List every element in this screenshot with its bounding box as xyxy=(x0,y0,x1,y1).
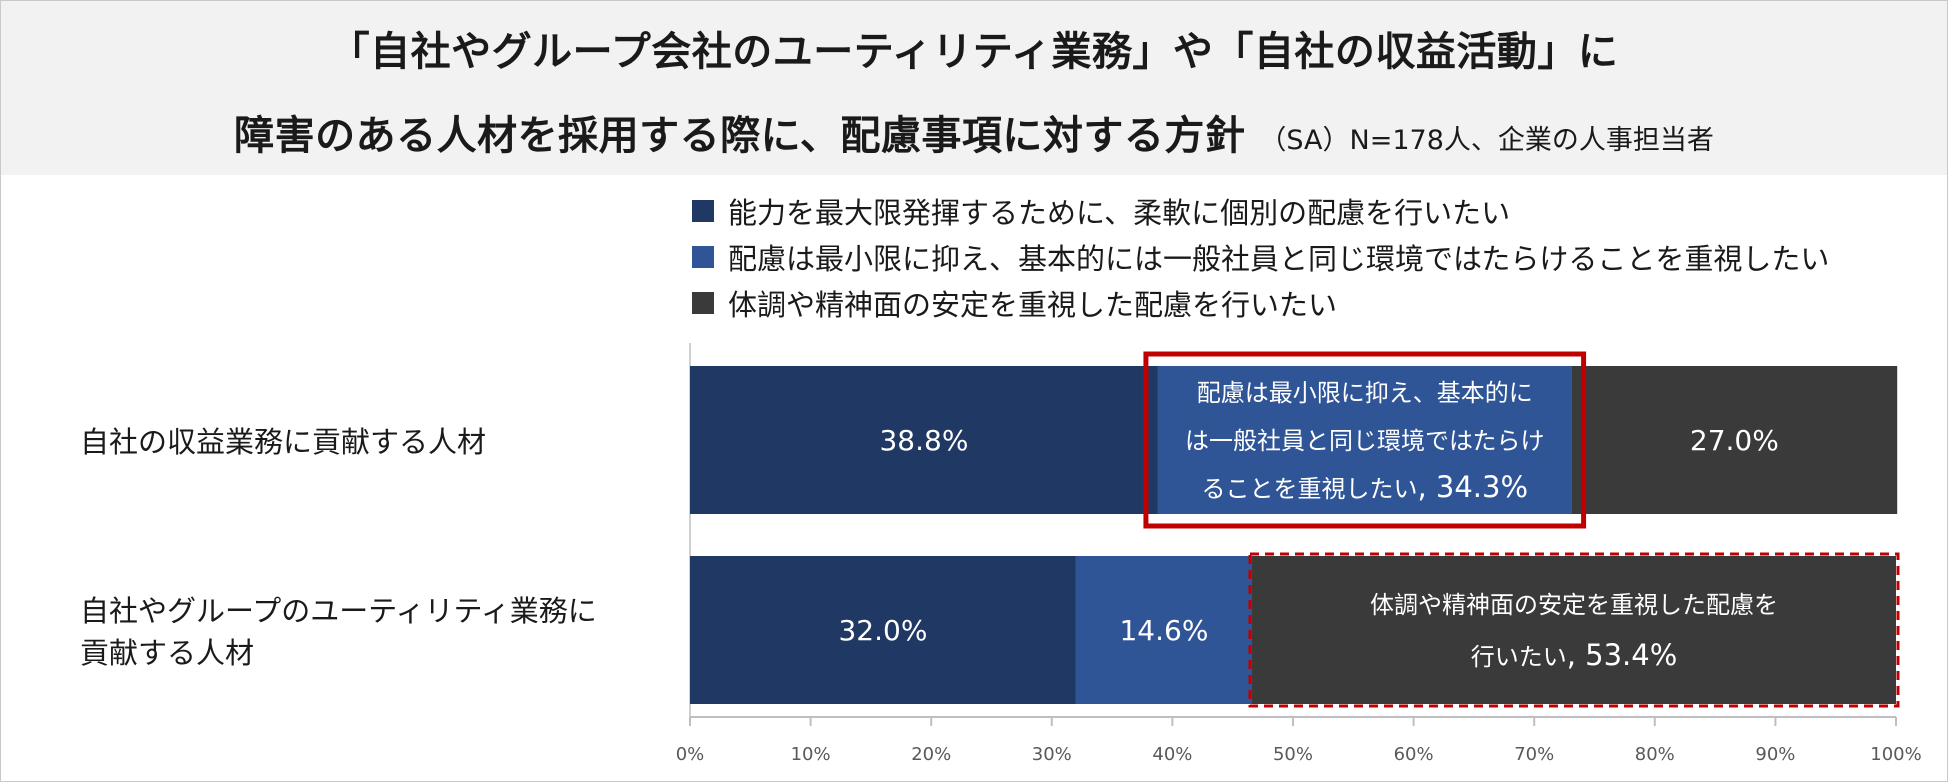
legend: 能力を最大限発揮するために、柔軟に個別の配慮を行いたい 配慮は最小限に抑え、基本… xyxy=(692,188,1829,326)
legend-item-minimal: 配慮は最小限に抑え、基本的には一般社員と同じ環境ではたらけることを重視したい xyxy=(692,234,1829,280)
legend-label-minimal: 配慮は最小限に抑え、基本的には一般社員と同じ環境ではたらけることを重視したい xyxy=(728,242,1830,276)
category-label-utility: 自社やグループのユーティリティ業務に 貢献する人材 xyxy=(80,590,597,674)
bar-segment xyxy=(690,556,1076,704)
x-tick-label: 70% xyxy=(1514,744,1554,765)
callout-text: 体調や精神面の安定を重視した配慮を xyxy=(1370,591,1778,619)
category-label-line: 貢献する人材 xyxy=(80,636,255,670)
legend-swatch-minimal xyxy=(692,246,714,268)
category-label-line: 自社の収益業務に貢献する人材 xyxy=(80,425,487,459)
callout-text: 配慮は最小限に抑え、基本的に xyxy=(1197,379,1533,407)
category-label-line: 自社やグループのユーティリティ業務に xyxy=(80,594,597,628)
x-tick-label: 20% xyxy=(911,744,951,765)
category-label-revenue: 自社の収益業務に貢献する人材 xyxy=(80,421,486,463)
x-tick-label: 30% xyxy=(1032,744,1072,765)
bar-segment xyxy=(1075,556,1252,704)
data-label: 32.0% xyxy=(838,614,927,647)
callout-highlight-box-dashed xyxy=(1248,552,1900,708)
x-tick-label: 10% xyxy=(791,744,831,765)
bar-segment xyxy=(1157,366,1572,514)
data-label: 14.6% xyxy=(1119,614,1208,647)
callout-text: 行いたい, 53.4% xyxy=(1471,638,1678,672)
callout-highlight-box xyxy=(1143,351,1587,529)
chart-title-line1: 「自社やグループ会社のユーティリティ業務」や「自社の収益活動」に xyxy=(329,29,1619,75)
x-tick-label: 90% xyxy=(1755,744,1795,765)
bar-segment xyxy=(1571,366,1898,514)
callout-text: ることを重視したい, 34.3% xyxy=(1201,470,1528,504)
x-tick-label: 80% xyxy=(1635,744,1675,765)
legend-item-stability: 体調や精神面の安定を重視した配慮を行いたい xyxy=(692,280,1829,326)
legend-label-flexible: 能力を最大限発揮するために、柔軟に個別の配慮を行いたい xyxy=(728,196,1511,230)
title-band: 「自社やグループ会社のユーティリティ業務」や「自社の収益活動」に 障害のある人材… xyxy=(1,1,1947,175)
chart-title-main: 障害のある人材を採用する際に、配慮事項に対する方針 xyxy=(234,113,1246,159)
x-tick-label: 60% xyxy=(1394,744,1434,765)
data-label: 38.8% xyxy=(879,424,968,457)
callout-text: は一般社員と同じ環境ではたらけ xyxy=(1185,427,1545,455)
bar-segment xyxy=(1251,556,1896,704)
chart-subtitle: （SA）N=178人、企業の人事担当者 xyxy=(1259,125,1714,156)
data-label: 27.0% xyxy=(1690,424,1779,457)
callout-value: , 34.3% xyxy=(1417,470,1528,504)
legend-swatch-flexible xyxy=(692,200,714,222)
x-tick-label: 0% xyxy=(676,744,705,765)
x-tick-label: 50% xyxy=(1273,744,1313,765)
chart-title-line2: 障害のある人材を採用する際に、配慮事項に対する方針 （SA）N=178人、企業の人… xyxy=(1,103,1947,161)
legend-swatch-stability xyxy=(692,292,714,314)
legend-label-stability: 体調や精神面の安定を重視した配慮を行いたい xyxy=(728,288,1338,322)
bar-segment xyxy=(690,366,1158,514)
legend-item-flexible: 能力を最大限発揮するために、柔軟に個別の配慮を行いたい xyxy=(692,188,1829,234)
x-tick-label: 100% xyxy=(1870,744,1921,765)
callout-value: , 53.4% xyxy=(1567,638,1678,672)
x-tick-label: 40% xyxy=(1152,744,1192,765)
